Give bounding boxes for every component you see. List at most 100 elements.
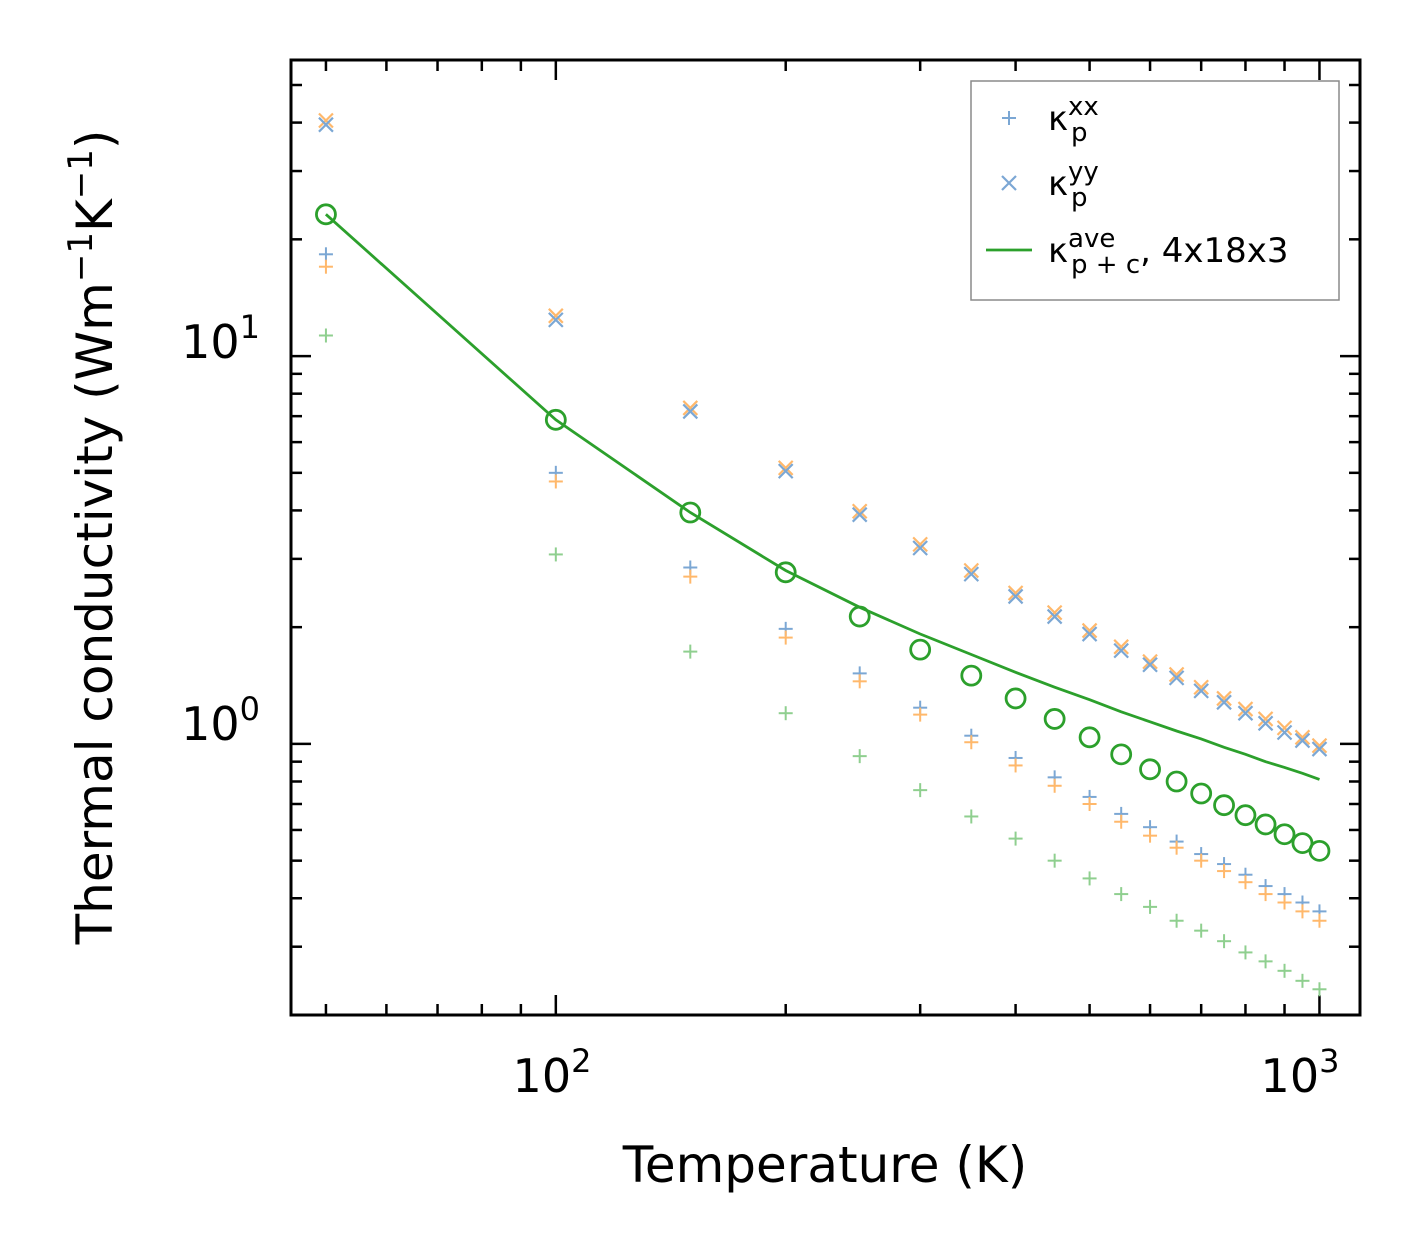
point-orange-kyy-1000 <box>1311 737 1328 754</box>
axis-ticks <box>291 60 1360 1017</box>
point-orange-kyy-700 <box>1193 679 1209 696</box>
point-blue-kyy-950 <box>1294 732 1311 749</box>
point-blue-kyy-1000 <box>1311 741 1328 757</box>
y-title-end: ) <box>66 130 124 150</box>
legend-label-kyy: κyy p <box>1048 157 1099 213</box>
legend-label-kave: κave p + c, 4x18x3 <box>1048 224 1289 280</box>
legend-kxx-sup: xx <box>1068 92 1099 122</box>
y-tick-label-1: 100 <box>181 690 260 751</box>
data-marks <box>315 112 1331 997</box>
legend-kave-sup: ave <box>1068 224 1115 254</box>
point-orange-kxx-500 <box>1082 796 1097 811</box>
x-tick-100-base: 10 <box>513 1049 572 1103</box>
point-blue-kyy-200 <box>777 463 794 479</box>
point-orange-kxx-100 <box>548 474 563 489</box>
point-blue-kyy-150 <box>682 403 699 420</box>
y-title-mid: K <box>66 198 124 232</box>
legend-plus-swatch <box>1002 111 1016 125</box>
point-green-circles-550 <box>1110 743 1133 766</box>
legend-kyy-base: κ <box>1048 164 1068 204</box>
legend-kave-base: κ <box>1048 231 1068 271</box>
point-blue-kyy-850 <box>1257 715 1274 732</box>
point-green-kxx-650 <box>1169 913 1184 928</box>
point-green-kxx-200 <box>778 706 793 721</box>
point-orange-kyy-250 <box>851 503 868 520</box>
point-orange-kyy-750 <box>1216 690 1232 707</box>
point-orange-kxx-600 <box>1143 828 1158 843</box>
legend-kxx-base: κ <box>1048 99 1068 139</box>
legend: κxx p κyy p κave p + c, 4x18x3 <box>970 80 1340 301</box>
y-title-main: Thermal conductivity (Wm <box>66 282 124 945</box>
point-green-kxx-100 <box>548 547 563 562</box>
point-blue-kyy-500 <box>1081 626 1098 642</box>
point-blue-kxx-50 <box>318 247 333 262</box>
point-blue-kyy-600 <box>1142 656 1158 673</box>
legend-kyy-sub: p <box>1071 183 1088 213</box>
legend-cross-swatch <box>1001 175 1017 191</box>
x-axis-title: Temperature (K) <box>622 1136 1027 1194</box>
y-tick-10-base: 10 <box>181 315 240 369</box>
point-orange-kxx-200 <box>778 630 793 645</box>
point-green-circles-400 <box>1004 687 1027 710</box>
point-orange-kxx-950 <box>1295 904 1310 919</box>
point-blue-kyy-450 <box>1046 608 1063 625</box>
point-green-kxx-250 <box>852 749 867 764</box>
point-blue-kyy-50 <box>318 116 334 133</box>
x-tick-label-1000: 103 <box>1261 1042 1340 1103</box>
point-green-circles-300 <box>909 638 932 661</box>
point-orange-kxx-850 <box>1258 887 1273 902</box>
point-green-kxx-700 <box>1194 923 1209 938</box>
point-orange-kxx-750 <box>1217 864 1232 879</box>
legend-kyy-sup: yy <box>1068 157 1099 187</box>
legend-marker-kxx <box>1002 111 1016 125</box>
point-blue-kyy-750 <box>1216 694 1232 711</box>
point-orange-kxx-800 <box>1238 875 1253 890</box>
point-orange-kxx-300 <box>913 707 928 722</box>
point-green-kxx-300 <box>913 783 928 798</box>
x-tick-1000-base: 10 <box>1261 1049 1320 1103</box>
point-blue-kyy-650 <box>1168 670 1185 686</box>
point-green-circles-1000 <box>1308 839 1331 862</box>
point-blue-kyy-900 <box>1276 724 1293 741</box>
point-blue-kyy-550 <box>1113 642 1129 659</box>
point-orange-kyy-50 <box>318 112 334 129</box>
point-blue-kyy-400 <box>1007 588 1024 605</box>
legend-label-kxx: κxx p <box>1048 92 1099 148</box>
point-green-circles-200 <box>774 561 797 584</box>
point-orange-kyy-600 <box>1142 653 1158 670</box>
point-orange-kxx-150 <box>683 569 698 584</box>
point-orange-kyy-400 <box>1007 585 1024 601</box>
point-orange-kyy-850 <box>1257 711 1274 727</box>
point-green-kxx-400 <box>1008 831 1023 846</box>
point-orange-kyy-900 <box>1276 720 1293 736</box>
point-orange-kyy-500 <box>1081 622 1098 639</box>
point-orange-kxx-700 <box>1194 853 1209 868</box>
point-green-kxx-800 <box>1238 945 1253 960</box>
point-orange-kxx-1000 <box>1312 913 1327 928</box>
point-orange-kyy-550 <box>1113 639 1129 655</box>
series-line-kave <box>324 213 1320 781</box>
y-tick-1-base: 10 <box>181 697 240 751</box>
y-title-sup1: −1 <box>61 232 101 282</box>
point-green-kxx-450 <box>1047 853 1062 868</box>
y-tick-1-exp: 0 <box>240 690 260 728</box>
legend-kave-sub: p + c <box>1071 250 1140 280</box>
point-green-circles-900 <box>1273 823 1296 846</box>
point-green-kxx-150 <box>683 644 698 659</box>
legend-box <box>970 80 1340 301</box>
point-green-circles-850 <box>1254 813 1277 836</box>
point-green-circles-800 <box>1234 804 1257 827</box>
point-blue-kyy-300 <box>912 540 928 556</box>
point-green-kxx-850 <box>1258 954 1273 969</box>
point-orange-kxx-350 <box>964 735 979 750</box>
point-blue-kyy-700 <box>1193 683 1209 699</box>
y-tick-10-exp: 1 <box>240 308 260 346</box>
point-orange-kyy-650 <box>1168 666 1185 683</box>
y-title-sup2: −1 <box>61 149 101 199</box>
point-green-circles-100 <box>544 408 567 431</box>
point-orange-kyy-200 <box>777 460 794 476</box>
legend-kxx-sub: p <box>1071 118 1088 148</box>
point-green-kxx-550 <box>1114 887 1129 902</box>
point-green-kxx-900 <box>1277 963 1292 978</box>
